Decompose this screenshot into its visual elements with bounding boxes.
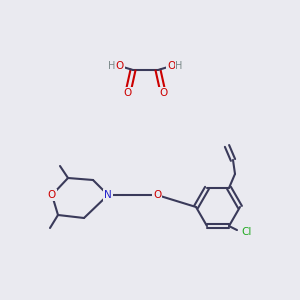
Text: O: O — [167, 61, 175, 71]
Text: O: O — [48, 190, 56, 200]
Text: H: H — [175, 61, 183, 71]
Text: O: O — [124, 88, 132, 98]
Text: O: O — [159, 88, 167, 98]
Text: N: N — [104, 190, 112, 200]
Text: O: O — [116, 61, 124, 71]
Text: Cl: Cl — [242, 227, 252, 237]
Text: H: H — [108, 61, 116, 71]
Text: O: O — [153, 190, 161, 200]
